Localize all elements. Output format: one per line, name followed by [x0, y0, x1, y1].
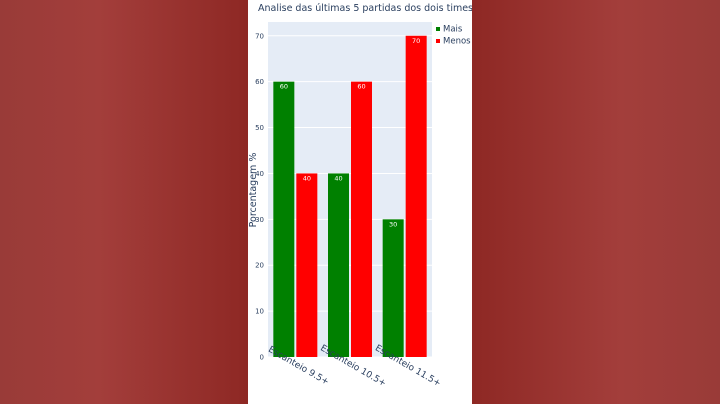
legend-item-mais[interactable]: Mais	[436, 25, 463, 35]
bar-mais[interactable]	[382, 219, 404, 357]
bar-chart: Analise das últimas 5 partidas dos dois …	[248, 3, 473, 389]
chart-title: Analise das últimas 5 partidas dos dois …	[258, 3, 472, 14]
bar-value-label: 40	[334, 174, 342, 182]
chart-panel: Analise das últimas 5 partidas dos dois …	[248, 0, 473, 404]
bar-menos[interactable]	[405, 35, 427, 358]
legend-swatch	[436, 27, 440, 31]
y-tick-label: 30	[255, 216, 264, 224]
legend-label: Menos	[443, 37, 471, 47]
y-tick-label: 60	[255, 78, 264, 86]
legend[interactable]: Mais Menos	[436, 25, 471, 47]
bar-value-label: 40	[303, 174, 311, 182]
y-tick-label: 10	[255, 308, 264, 316]
legend-item-menos[interactable]: Menos	[436, 37, 471, 47]
bar-value-label: 60	[357, 83, 365, 91]
y-axis-label: Porcentagem %	[248, 153, 259, 228]
plot-area	[268, 22, 432, 357]
background-left-blur	[0, 0, 248, 404]
y-tick-label: 40	[255, 170, 264, 178]
bar-menos[interactable]	[296, 173, 318, 357]
bar-menos[interactable]	[351, 81, 372, 357]
legend-swatch	[436, 39, 440, 43]
gridlines	[268, 35, 432, 358]
background-right-blur	[472, 0, 720, 404]
bar-value-label: 60	[280, 83, 288, 91]
bar-value-label: 30	[389, 220, 397, 228]
y-tick-label: 50	[255, 124, 264, 132]
legend-label: Mais	[443, 25, 463, 35]
y-tick-label: 70	[255, 32, 264, 40]
bar-value-label: 70	[412, 37, 420, 45]
y-axis-ticks: 0 10 20 30 40 50 60 70	[255, 32, 264, 361]
bar-mais[interactable]	[273, 81, 295, 357]
bar-mais[interactable]	[328, 173, 349, 357]
y-tick-label: 20	[255, 262, 264, 270]
y-tick-label: 0	[260, 354, 264, 362]
bars: 60 40 40 60 30 70	[273, 35, 427, 358]
